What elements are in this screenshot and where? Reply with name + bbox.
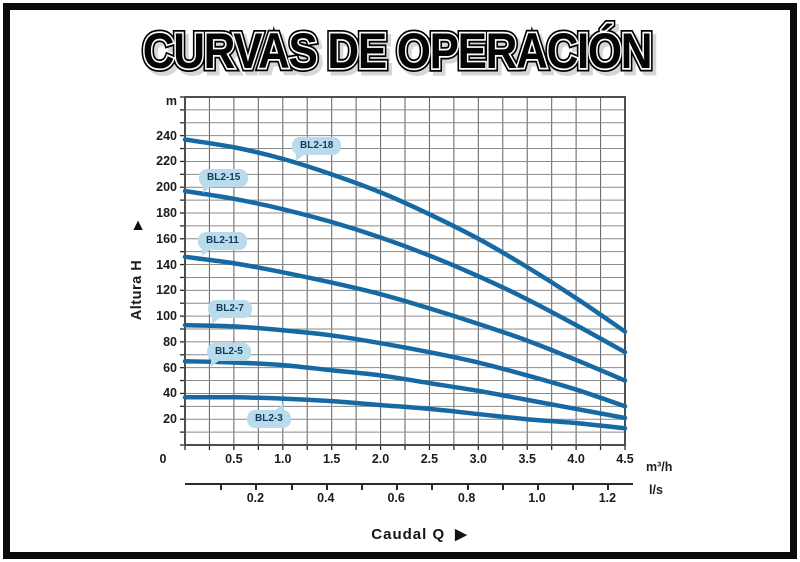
badge-tail [211, 359, 221, 367]
x-tick-label: 4.5 [616, 452, 634, 466]
ls-tick-mark [325, 483, 328, 490]
plot-border [184, 96, 626, 446]
ls-tick-mark [396, 483, 399, 490]
curve-BL2-15 [182, 188, 628, 355]
curve-label-badge-BL2-15: BL2-15 [199, 169, 249, 193]
x-tick-label: 2.5 [420, 452, 439, 466]
page-title-shadow: CURVAS DE OPERACIÓN [146, 26, 655, 78]
x-tick-label: 4.0 [567, 452, 585, 466]
page-title-inline: CURVAS DE OPERACIÓN [143, 22, 652, 78]
right-arrow-icon: ▶ [455, 526, 467, 543]
ls-tick-mark [501, 483, 504, 490]
curve-label-badge-BL2-3: BL2-3 [247, 404, 291, 428]
x-tick-label: 1.0 [274, 452, 292, 466]
ls-tick-label: 1.0 [528, 491, 546, 505]
ls-tick-mark [255, 483, 258, 490]
x-tick-label: 3.5 [518, 452, 536, 466]
ls-tick-mark [607, 483, 610, 490]
y-tick-label: 100 [156, 309, 177, 324]
page-title-graphic: CURVAS DE OPERACIÓN CURVAS DE OPERACIÓN … [139, 19, 659, 78]
curve-label-badge-BL2-18: BL2-18 [292, 137, 342, 161]
ls-tick-label: 0.6 [387, 491, 405, 505]
up-arrow-icon: ▲ [130, 217, 146, 234]
x-axis-unit-secondary: l/s [649, 483, 663, 497]
y-tick-label: 220 [156, 154, 177, 169]
ls-tick-label: 0.8 [457, 491, 476, 505]
curve-BL2-11 [182, 254, 628, 383]
curve-label-badge-BL2-7: BL2-7 [208, 300, 252, 324]
curve-BL2-3 [182, 394, 628, 431]
x-axis-title-row: Caudal Q ▶ [185, 524, 625, 544]
badge-tail [212, 316, 222, 324]
y-tick-label: 60 [163, 360, 177, 375]
ls-tick-mark [290, 483, 293, 490]
ls-tick-mark [361, 483, 363, 490]
badge-tail [272, 404, 283, 412]
ls-tick-label: 0.4 [317, 491, 335, 505]
y-tick-label: 160 [156, 231, 177, 246]
y-tick-label: 180 [156, 206, 177, 220]
ls-tick-label: 1.2 [598, 491, 617, 505]
x-tick-label: 2.0 [371, 452, 390, 466]
y-tick-label: 20 [163, 412, 177, 427]
y-tick-label: 140 [156, 257, 177, 272]
ls-tick-mark [537, 483, 539, 490]
curve-BL2-18 [182, 137, 628, 334]
curve-BL2-7 [182, 322, 628, 409]
y-axis-unit-label: m [165, 94, 177, 108]
page-title: CURVAS DE OPERACIÓN [143, 22, 652, 78]
curve-label-badge-BL2-11: BL2-11 [198, 232, 247, 256]
ls-tick-label: 0.2 [246, 491, 265, 505]
ls-tick-mark [220, 483, 223, 490]
ls-tick-mark [572, 483, 575, 490]
page-title-outline: CURVAS DE OPERACIÓN [143, 22, 652, 78]
y-tick-label: 40 [163, 386, 177, 401]
x-tick-label: 0.5 [225, 452, 243, 466]
x-tick-label: 1.5 [322, 452, 341, 466]
origin-label: 0 [159, 452, 167, 466]
y-tick-label: 120 [156, 283, 177, 298]
badge-tail [203, 185, 213, 193]
x-axis-unit-primary: m³/h [646, 460, 673, 474]
y-tick-label: 200 [156, 180, 177, 195]
x-tick-label: 3.0 [469, 452, 488, 466]
badge-tail [202, 248, 212, 256]
x-axis-title: Caudal Q [371, 525, 446, 543]
plot-area: BL2-18 BL2-15 BL2-11 BL2-7 BL2-5 BL2-3 [180, 96, 628, 450]
curve-BL2-5 [182, 358, 628, 421]
chart-canvas [180, 96, 628, 450]
y-tick-label: 80 [163, 334, 177, 349]
ls-tick-mark [466, 483, 469, 490]
curve-label-badge-BL2-5: BL2-5 [207, 343, 251, 367]
y-tick-label: 240 [156, 128, 177, 143]
badge-tail [296, 153, 306, 161]
ls-tick-mark [431, 483, 434, 490]
ls-axis-line [185, 483, 633, 485]
